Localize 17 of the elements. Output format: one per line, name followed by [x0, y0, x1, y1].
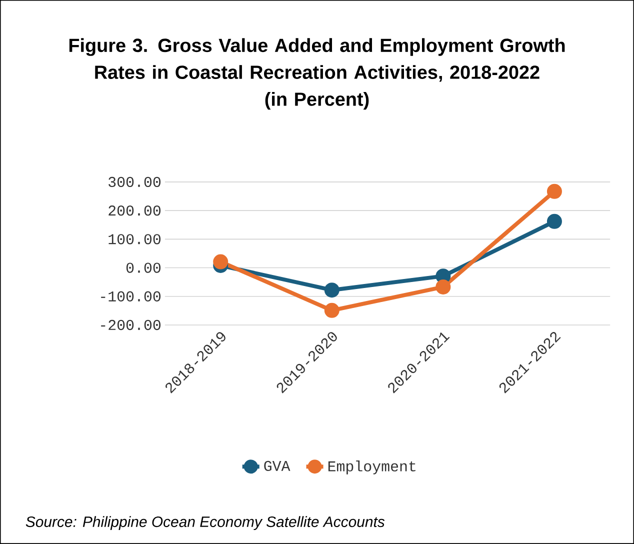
point — [324, 302, 340, 318]
y-tick-label: -100.00 — [101, 291, 161, 302]
chart-subtitle: (in Percent) — [265, 92, 369, 110]
y-tick-label: 200.00 — [108, 206, 161, 216]
point — [546, 214, 562, 229]
chart-title: Figure 3. Gross Value Added and Employment Growth Rates in Coastal Recreation Activities, 2018-2022 — [69, 38, 565, 82]
point — [546, 184, 562, 199]
y-tick-label: 300.00 — [108, 176, 161, 188]
point — [436, 279, 451, 294]
point — [324, 282, 340, 298]
y-tick-label: 0.00 — [126, 262, 161, 273]
y-tick-label: 100.00 — [108, 234, 161, 244]
legend-label: Employment — [328, 460, 416, 474]
legend-label: GVA — [264, 460, 290, 472]
y-tick-label: -200.00 — [101, 320, 161, 330]
point — [213, 254, 228, 270]
source-note: Source: Philippine Ocean Economy Satellite Accounts — [26, 516, 385, 530]
